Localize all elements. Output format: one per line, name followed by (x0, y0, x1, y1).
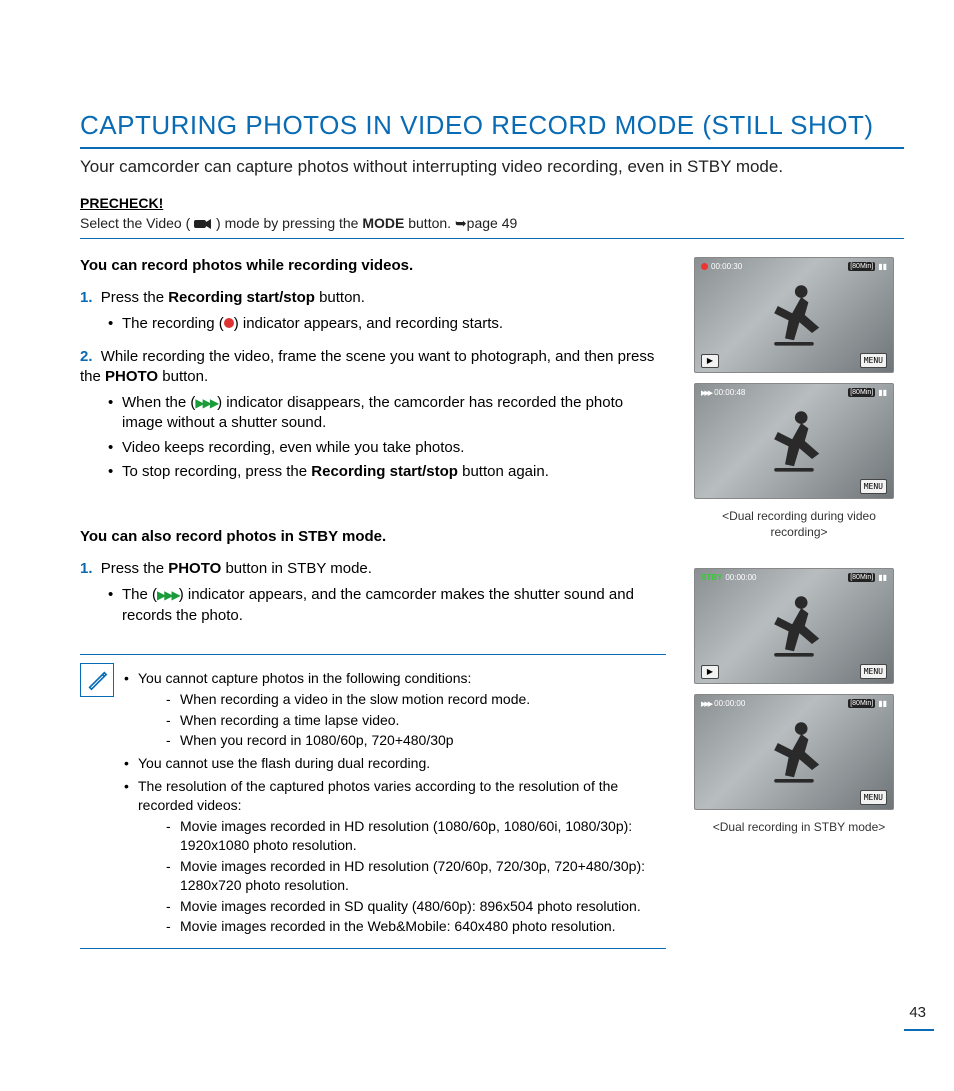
stby-label: STBY (701, 573, 722, 582)
text: button. (315, 289, 365, 306)
camcorder-icon (194, 217, 212, 229)
step-number: 2. (80, 348, 93, 365)
page-title: CAPTURING PHOTOS IN VIDEO RECORD MODE (S… (80, 110, 904, 149)
note-bullet: You cannot capture photos in the followi… (124, 669, 660, 751)
note-dash: Movie images recorded in HD resolution (… (166, 817, 660, 855)
lcd-thumb-stby-1: STBY00:00:00 [80Min]▮▮ ▶ MENU (694, 568, 894, 684)
bullet: The recording ( ) indicator appears, and … (108, 314, 666, 334)
precheck-post: ) mode by pressing the (216, 215, 362, 231)
note-dash: Movie images recorded in the Web&Mobile:… (166, 917, 660, 936)
bullet: When the (▶▶▶) indicator disappears, the… (108, 393, 666, 434)
text: Press the (101, 560, 169, 577)
text: The recording ( (122, 315, 224, 332)
text-bold: Recording start/stop (168, 289, 315, 306)
battery-icon: ▮▮ (878, 573, 887, 582)
main-content: You can record photos while recording vi… (80, 257, 666, 949)
skater-silhouette-icon (749, 396, 839, 486)
triple-play-icon: ▶▶▶ (701, 389, 711, 397)
battery-icon: ▮▮ (878, 699, 887, 708)
page-number: 43 (909, 1004, 926, 1021)
skater-silhouette-icon (749, 270, 839, 360)
text: button again. (458, 463, 549, 480)
thumb-caption-2: <Dual recording in STBY mode> (694, 820, 904, 836)
bullet: To stop recording, press the Recording s… (108, 462, 666, 482)
precheck-pre: Select the Video ( (80, 215, 190, 231)
page-number-rule (904, 1029, 934, 1031)
text: To stop recording, press the (122, 463, 311, 480)
thumb-time: 00:00:30 (711, 262, 742, 271)
text: Press the (101, 289, 169, 306)
play-preview-button[interactable]: ▶ (701, 665, 719, 679)
triple-play-icon: ▶▶▶ (195, 396, 217, 410)
thumb-caption-1: <Dual recording during video recording> (694, 509, 904, 540)
section2-step1: 1. Press the PHOTO button in STBY mode. … (80, 559, 666, 626)
thumb-time: 00:00:48 (714, 388, 745, 397)
text: You cannot capture photos in the followi… (138, 670, 471, 686)
text: button. (158, 368, 208, 385)
precheck-ref: ➥page 49 (455, 215, 517, 231)
triple-play-icon: ▶▶▶ (157, 588, 179, 602)
step-number: 1. (80, 560, 93, 577)
note-dash: Movie images recorded in HD resolution (… (166, 857, 660, 895)
battery-icon: ▮▮ (878, 388, 887, 397)
step-number: 1. (80, 289, 93, 306)
thumb-remain: [80Min] (848, 699, 875, 708)
text-bold: PHOTO (105, 368, 158, 385)
text-bold: PHOTO (168, 560, 221, 577)
lcd-thumb-recording-1: 00:00:30 [80Min]▮▮ ▶ MENU (694, 257, 894, 373)
thumb-time: 00:00:00 (714, 699, 745, 708)
note-dash: Movie images recorded in SD quality (480… (166, 897, 660, 916)
precheck-text: Select the Video ( ) mode by pressing th… (80, 215, 904, 239)
text: button in STBY mode. (221, 560, 372, 577)
rec-dot-icon (701, 263, 708, 270)
precheck-tail: button. (408, 215, 455, 231)
section2-heading: You can also record photos in STBY mode. (80, 528, 666, 545)
note-bullet: The resolution of the captured photos va… (124, 777, 660, 936)
record-dot-icon (224, 318, 234, 328)
text: ) indicator appears, and the camcorder m… (122, 586, 634, 623)
note-dash: When recording a video in the slow motio… (166, 690, 660, 709)
lcd-thumb-stby-2: ▶▶▶00:00:00 [80Min]▮▮ MENU (694, 694, 894, 810)
note-icon (80, 663, 114, 697)
triple-play-icon: ▶▶▶ (701, 700, 711, 708)
lcd-thumb-recording-2: ▶▶▶00:00:48 [80Min]▮▮ MENU (694, 383, 894, 499)
thumb-remain: [80Min] (848, 388, 875, 397)
precheck-mode: MODE (362, 215, 404, 231)
skater-silhouette-icon (749, 707, 839, 797)
section1-heading: You can record photos while recording vi… (80, 257, 666, 274)
text-bold: Recording start/stop (311, 463, 458, 480)
thumb-remain: [80Min] (848, 573, 875, 582)
thumb-time: 00:00:00 (725, 573, 756, 582)
precheck-label: PRECHECK! (80, 195, 904, 211)
note-dash: When recording a time lapse video. (166, 711, 660, 730)
text: The ( (122, 586, 157, 603)
skater-silhouette-icon (749, 581, 839, 671)
menu-button[interactable]: MENU (860, 790, 887, 805)
bullet: Video keeps recording, even while you ta… (108, 438, 666, 458)
bullet: The (▶▶▶) indicator appears, and the cam… (108, 585, 666, 626)
thumbnails-column: 00:00:30 [80Min]▮▮ ▶ MENU ▶▶▶00:00:48 [8… (694, 257, 904, 949)
text: When the ( (122, 394, 195, 411)
menu-button[interactable]: MENU (860, 353, 887, 368)
text: The resolution of the captured photos va… (138, 778, 618, 813)
battery-icon: ▮▮ (878, 262, 887, 271)
note-dash: When you record in 1080/60p, 720+480/30p (166, 731, 660, 750)
section1-step1: 1. Press the Recording start/stop button… (80, 288, 666, 335)
menu-button[interactable]: MENU (860, 479, 887, 494)
menu-button[interactable]: MENU (860, 664, 887, 679)
note-body: You cannot capture photos in the followi… (124, 663, 660, 941)
page-subtitle: Your camcorder can capture photos withou… (80, 157, 904, 177)
play-preview-button[interactable]: ▶ (701, 354, 719, 368)
thumb-remain: [80Min] (848, 262, 875, 271)
text: ) indicator appears, and recording start… (234, 315, 503, 332)
note-bullet: You cannot use the flash during dual rec… (124, 754, 660, 773)
section1-step2: 2. While recording the video, frame the … (80, 347, 666, 483)
note-box: You cannot capture photos in the followi… (80, 654, 666, 950)
